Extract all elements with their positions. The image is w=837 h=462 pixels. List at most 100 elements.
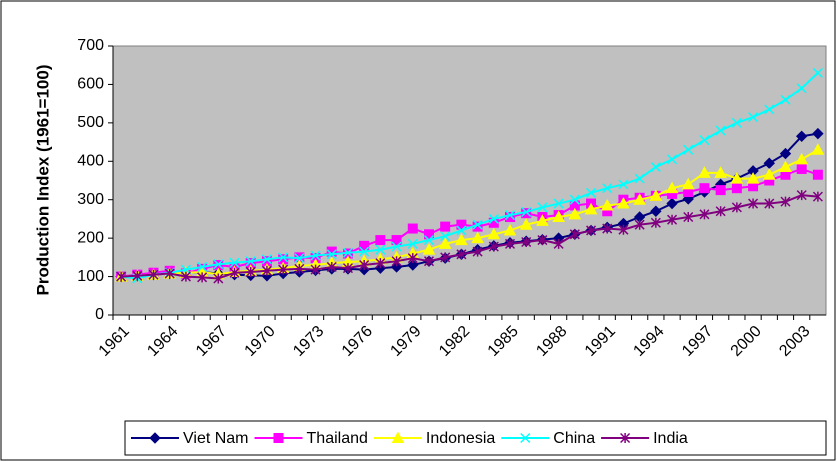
data-point xyxy=(310,264,321,275)
data-point xyxy=(812,191,823,202)
data-point xyxy=(116,271,127,282)
data-point xyxy=(537,235,548,246)
data-point xyxy=(779,147,792,160)
data-point xyxy=(731,202,742,213)
legend-label: India xyxy=(653,430,688,447)
data-point xyxy=(553,198,564,209)
data-point xyxy=(472,219,483,230)
data-point xyxy=(748,198,759,209)
data-point xyxy=(504,238,516,249)
series-line xyxy=(120,72,819,280)
data-point xyxy=(455,233,468,246)
data-point xyxy=(407,223,418,234)
data-point xyxy=(699,183,710,194)
data-point xyxy=(440,221,451,232)
data-point xyxy=(715,185,726,196)
data-point xyxy=(503,223,517,236)
y-tick-label: 400 xyxy=(77,153,104,170)
data-point xyxy=(519,218,533,230)
legend-marker xyxy=(391,431,405,443)
data-point xyxy=(456,225,467,236)
data-point xyxy=(699,209,710,220)
data-point xyxy=(779,160,792,173)
data-point xyxy=(294,263,305,274)
data-point xyxy=(796,83,807,94)
data-point xyxy=(715,125,726,136)
data-point xyxy=(278,264,289,275)
data-point xyxy=(521,236,532,248)
data-point xyxy=(472,246,483,257)
data-point xyxy=(569,229,580,240)
data-point xyxy=(487,227,501,240)
data-point xyxy=(342,247,353,258)
data-point xyxy=(683,211,694,223)
data-point xyxy=(197,272,208,283)
data-point xyxy=(391,256,402,267)
data-point xyxy=(359,260,370,271)
data-point xyxy=(569,194,580,205)
data-point xyxy=(665,181,679,194)
data-point xyxy=(294,253,305,264)
data-point xyxy=(197,261,208,272)
data-point xyxy=(795,130,808,143)
legend-box xyxy=(124,420,827,456)
data-point xyxy=(650,217,661,228)
data-point xyxy=(488,213,499,224)
data-point xyxy=(471,231,484,244)
data-point xyxy=(650,205,662,217)
data-point xyxy=(553,238,564,249)
data-point xyxy=(666,197,678,210)
data-point xyxy=(746,172,760,184)
data-point xyxy=(391,241,402,252)
legend-marker xyxy=(273,433,284,443)
data-point xyxy=(326,261,337,272)
y-tick-label: 500 xyxy=(77,114,104,131)
data-point xyxy=(504,210,516,221)
data-point xyxy=(359,240,370,251)
data-point xyxy=(245,256,256,267)
data-point xyxy=(812,169,823,180)
data-point xyxy=(407,259,419,271)
data-point xyxy=(649,189,663,201)
data-point xyxy=(731,117,742,128)
data-point xyxy=(375,235,386,246)
legend-item: Indonesia xyxy=(373,430,495,447)
data-point xyxy=(586,187,597,198)
y-tick-label: 700 xyxy=(77,37,104,54)
data-point xyxy=(488,241,499,252)
data-point xyxy=(245,266,256,277)
data-point xyxy=(633,193,646,205)
data-point xyxy=(584,202,598,215)
data-point xyxy=(602,183,613,194)
data-point xyxy=(731,183,742,194)
data-point xyxy=(796,163,807,174)
data-point xyxy=(213,259,224,270)
data-point xyxy=(375,258,386,269)
data-point xyxy=(407,238,418,249)
data-point xyxy=(667,214,678,225)
data-point xyxy=(618,179,629,190)
data-point xyxy=(795,152,809,165)
data-point xyxy=(438,237,452,249)
data-point xyxy=(715,206,726,217)
y-axis-label: Production Index (1961=100) xyxy=(33,65,52,296)
legend-item: China xyxy=(501,430,595,447)
y-tick-label: 200 xyxy=(77,229,104,246)
data-point xyxy=(617,197,630,209)
data-point xyxy=(180,271,191,282)
data-point xyxy=(164,268,175,279)
data-point xyxy=(667,154,678,165)
data-point xyxy=(699,135,710,146)
data-point xyxy=(796,190,807,201)
data-point xyxy=(423,235,435,246)
data-point xyxy=(391,235,402,246)
data-point xyxy=(780,94,791,105)
data-point xyxy=(683,144,694,155)
data-point xyxy=(148,269,159,280)
data-point xyxy=(568,207,582,220)
data-point xyxy=(698,166,711,178)
y-tick-label: 0 xyxy=(95,306,104,323)
data-point xyxy=(261,254,272,265)
data-point xyxy=(375,244,386,255)
data-point xyxy=(634,219,645,230)
